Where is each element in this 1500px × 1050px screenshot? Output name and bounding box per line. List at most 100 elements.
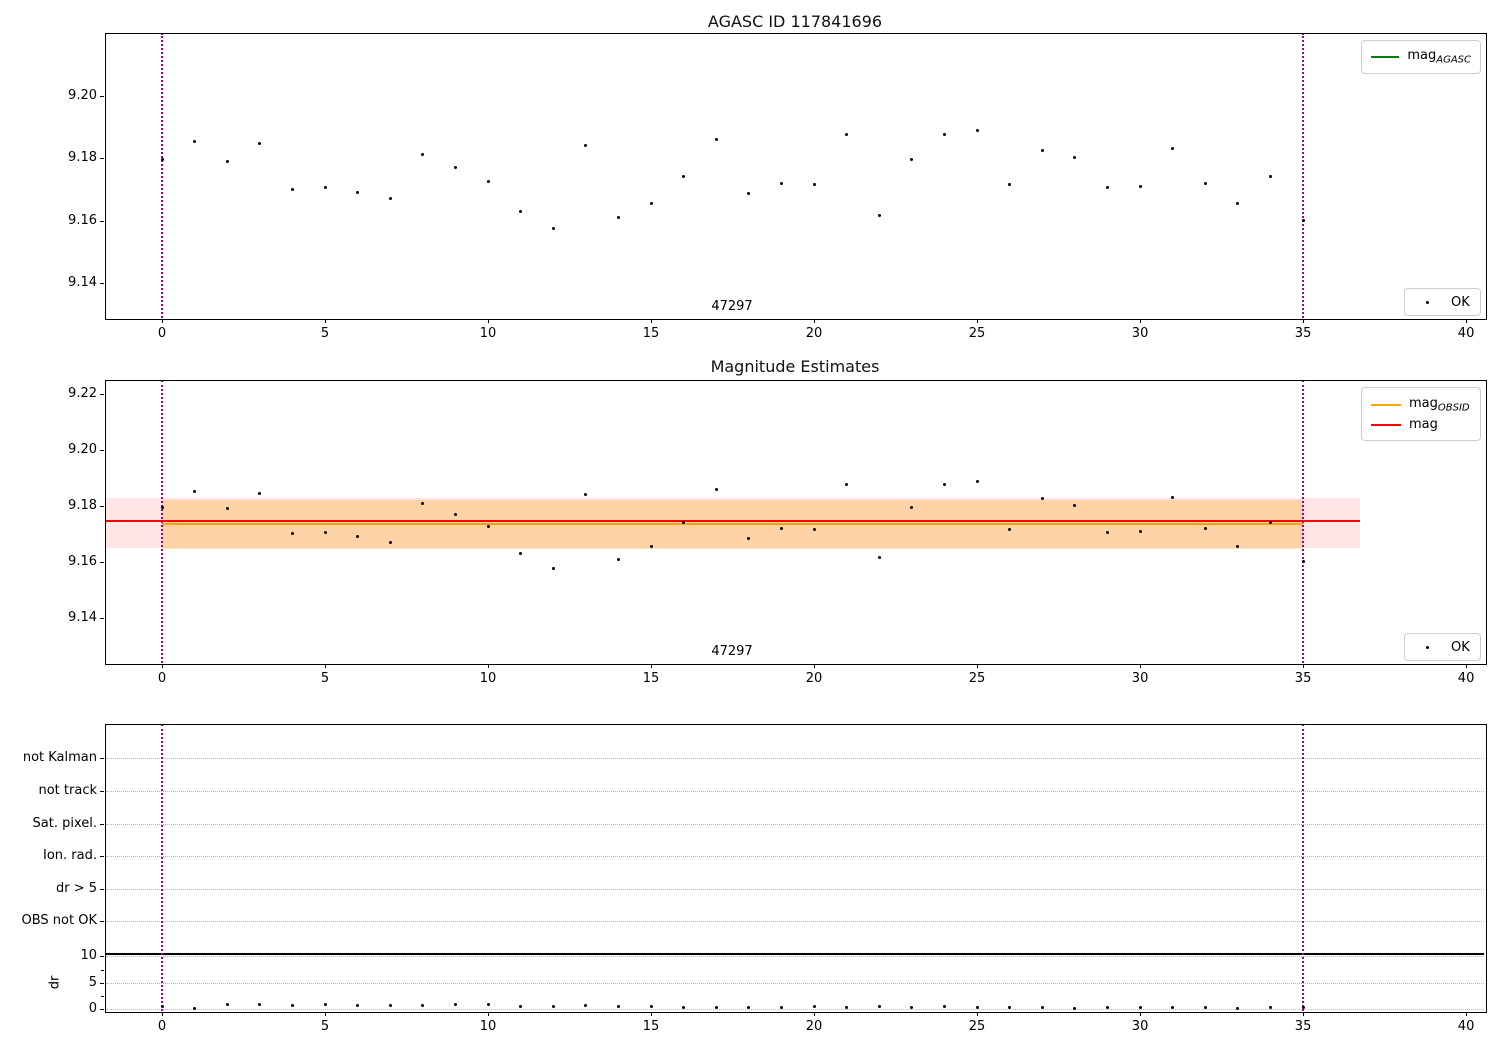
flag-category-label: not track bbox=[38, 783, 97, 798]
top-data-point bbox=[1040, 148, 1044, 152]
top-data-point bbox=[975, 129, 979, 132]
mid-data-point bbox=[388, 540, 392, 544]
top-xtick-0-label: 0 bbox=[157, 326, 167, 341]
top-data-point bbox=[290, 187, 294, 191]
mid-ytick-3-mark bbox=[100, 561, 104, 563]
top-xtick-8-mark bbox=[1466, 319, 1468, 323]
mid-data-point bbox=[877, 556, 881, 560]
mid-ytick-3-label: 9.16 bbox=[68, 553, 97, 569]
mid-data-point bbox=[649, 545, 653, 549]
mid-data-point bbox=[910, 505, 914, 509]
bot-xtick-5-label: 25 bbox=[968, 1019, 986, 1034]
top-data-point bbox=[1138, 184, 1142, 188]
top-data-point bbox=[486, 179, 490, 183]
bot-dr-point bbox=[1073, 1007, 1077, 1011]
top-data-point bbox=[519, 209, 523, 213]
flag-category-label: not Kalman bbox=[22, 750, 97, 766]
top-ytick-1-label: 9.18 bbox=[68, 150, 97, 165]
obsid-mag-line bbox=[162, 523, 1304, 526]
bot-obsid-boundary-line-0 bbox=[161, 724, 164, 1011]
mid-ytick-2-mark bbox=[100, 505, 104, 507]
mid-data-point bbox=[714, 488, 718, 492]
bot-xtick-1-label: 5 bbox=[320, 1019, 330, 1034]
bot-xtick-1-mark bbox=[325, 1012, 327, 1016]
flag-gridline bbox=[106, 823, 1484, 825]
top-ytick-3-label: 9.14 bbox=[68, 275, 97, 290]
top-data-point bbox=[388, 197, 392, 201]
bot-obsid-boundary-line-1 bbox=[1302, 724, 1305, 1011]
mid-data-point bbox=[551, 567, 555, 571]
ok-label: OK bbox=[1451, 294, 1470, 310]
mid-xtick-4-label: 20 bbox=[805, 671, 823, 686]
bot-dr-point bbox=[1008, 1005, 1012, 1009]
bot-dr-point bbox=[258, 1002, 262, 1006]
legend-entry-ok: OK bbox=[1414, 295, 1471, 310]
mid-xtick-7-mark bbox=[1303, 664, 1305, 668]
bot-dr-point bbox=[845, 1005, 849, 1009]
flag-gridline bbox=[106, 791, 1484, 792]
flag-tick-mark bbox=[100, 791, 104, 792]
bot-xtick-3-mark bbox=[651, 1012, 653, 1016]
dr-tick-2-mark bbox=[100, 1009, 104, 1011]
mid-data-point bbox=[356, 535, 360, 539]
dr-threshold-line bbox=[106, 952, 1484, 955]
top-obsid-boundary-line-0 bbox=[161, 33, 164, 318]
top-xtick-7-mark bbox=[1303, 319, 1305, 323]
bot-xtick-0-mark bbox=[162, 1012, 164, 1016]
bot-dr-point bbox=[942, 1005, 946, 1009]
flag-gridline bbox=[106, 888, 1484, 890]
mid-xtick-0-mark bbox=[162, 664, 164, 668]
top-plot-obsid-annotation: 47297 bbox=[711, 299, 753, 314]
mid-data-point bbox=[942, 483, 946, 487]
top-xtick-1-label: 5 bbox=[320, 326, 330, 341]
bot-dr-point bbox=[356, 1004, 360, 1008]
mid-xtick-6-mark bbox=[1140, 664, 1142, 668]
legend-entry-mag-agasc: magAGASC bbox=[1371, 48, 1471, 66]
top-ytick-0-mark bbox=[100, 95, 104, 97]
legend-label: magAGASC bbox=[1407, 48, 1471, 66]
top-data-point bbox=[1236, 201, 1240, 205]
mid-data-point bbox=[845, 483, 849, 487]
mid-data-point bbox=[975, 479, 979, 483]
bot-dr-point bbox=[1138, 1005, 1142, 1009]
mid-xtick-6-label: 30 bbox=[1131, 671, 1149, 686]
bot-dr-point bbox=[551, 1004, 555, 1008]
bot-dr-point bbox=[1268, 1006, 1272, 1010]
legend-entry-mag: mag bbox=[1371, 417, 1471, 432]
mid-data-point bbox=[519, 552, 523, 556]
mid-data-point bbox=[1203, 526, 1207, 530]
dr-minor-tick bbox=[101, 969, 104, 971]
mid-ytick-4-label: 9.14 bbox=[68, 609, 97, 625]
bot-dr-point bbox=[812, 1005, 816, 1009]
bot-xtick-4-label: 20 bbox=[805, 1019, 823, 1034]
bot-xtick-7-mark bbox=[1303, 1012, 1305, 1016]
mid-ytick-1-mark bbox=[100, 449, 104, 451]
top-data-point bbox=[1203, 181, 1207, 185]
top-data-point bbox=[551, 226, 555, 230]
mid-data-point bbox=[453, 512, 457, 516]
mid-data-point bbox=[290, 532, 294, 536]
top-ytick-0-label: 9.20 bbox=[68, 87, 97, 103]
flag-tick-mark bbox=[100, 856, 104, 857]
bot-dr-point bbox=[1105, 1005, 1109, 1009]
mid-obsid-boundary-line-1 bbox=[1302, 380, 1305, 663]
flag-gridline bbox=[106, 856, 1484, 857]
mid-data-point bbox=[616, 557, 620, 561]
top-obsid-boundary-line-1 bbox=[1302, 33, 1305, 318]
bot-dr-point bbox=[453, 1003, 457, 1007]
top-xtick-4-mark bbox=[814, 319, 816, 323]
mag-line bbox=[105, 520, 1361, 523]
middle-plot-obsid-annotation: 47297 bbox=[711, 644, 753, 659]
bot-xtick-2-mark bbox=[488, 1012, 490, 1016]
flag-gridline bbox=[106, 758, 1484, 760]
mag-error-band bbox=[105, 497, 1361, 548]
top-ytick-2-mark bbox=[100, 220, 104, 222]
bot-dr-point bbox=[193, 1007, 197, 1010]
dr-minor-tick bbox=[101, 996, 104, 998]
top-data-point bbox=[812, 183, 816, 187]
bot-dr-point bbox=[225, 1002, 229, 1006]
top-data-point bbox=[1105, 186, 1109, 190]
top-data-point bbox=[193, 139, 197, 143]
bot-xtick-6-mark bbox=[1140, 1012, 1142, 1016]
mid-xtick-7-label: 35 bbox=[1294, 671, 1312, 686]
